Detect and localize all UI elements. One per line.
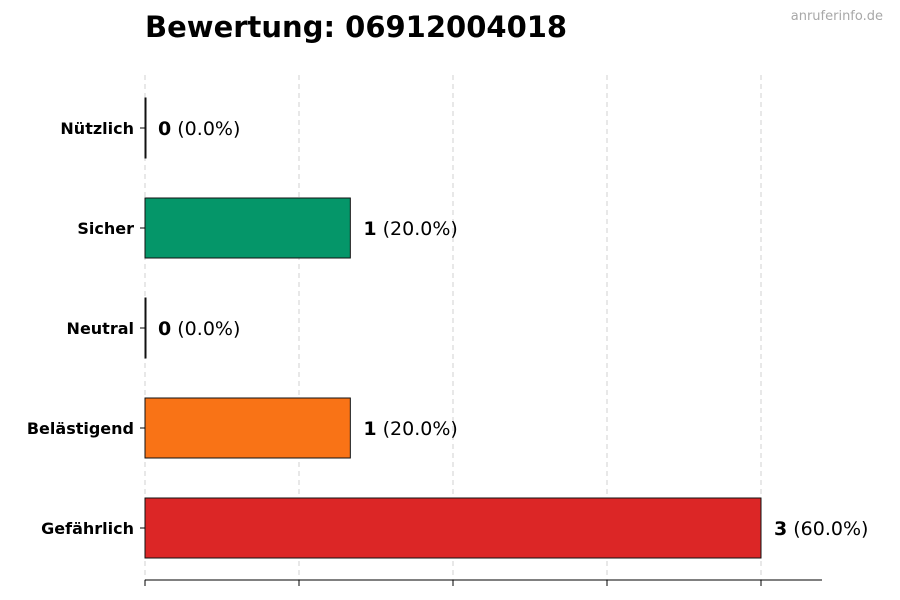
bar-gef-hrlich bbox=[144, 497, 762, 559]
bar-bel-stigend bbox=[144, 397, 351, 459]
value-label-sicher: 1 (20.0%) bbox=[363, 218, 457, 240]
axes bbox=[140, 127, 822, 586]
value-label-neutral: 0 (0.0%) bbox=[158, 318, 240, 340]
category-label-gef-hrlich: Gefährlich bbox=[41, 519, 134, 538]
bars bbox=[144, 97, 762, 559]
watermark: anruferinfo.de bbox=[790, 9, 883, 24]
labels: Nützlich 0 (0.0%) Sicher 1 (20.0%) Neutral 0 … bbox=[27, 118, 869, 540]
bar-sicher bbox=[144, 197, 351, 259]
category-label-bel-stigend: Belästigend bbox=[27, 419, 134, 438]
chart-title: Bewertung: 06912004018 bbox=[145, 10, 568, 44]
bar-neutral bbox=[144, 297, 147, 359]
value-label-n-tzlich: 0 (0.0%) bbox=[158, 118, 240, 140]
value-label-bel-stigend: 1 (20.0%) bbox=[363, 418, 457, 440]
value-label-gef-hrlich: 3 (60.0%) bbox=[774, 518, 868, 540]
category-label-neutral: Neutral bbox=[67, 319, 134, 338]
category-label-n-tzlich: Nützlich bbox=[60, 119, 134, 138]
category-label-sicher: Sicher bbox=[77, 219, 134, 238]
bar-n-tzlich bbox=[144, 97, 147, 159]
